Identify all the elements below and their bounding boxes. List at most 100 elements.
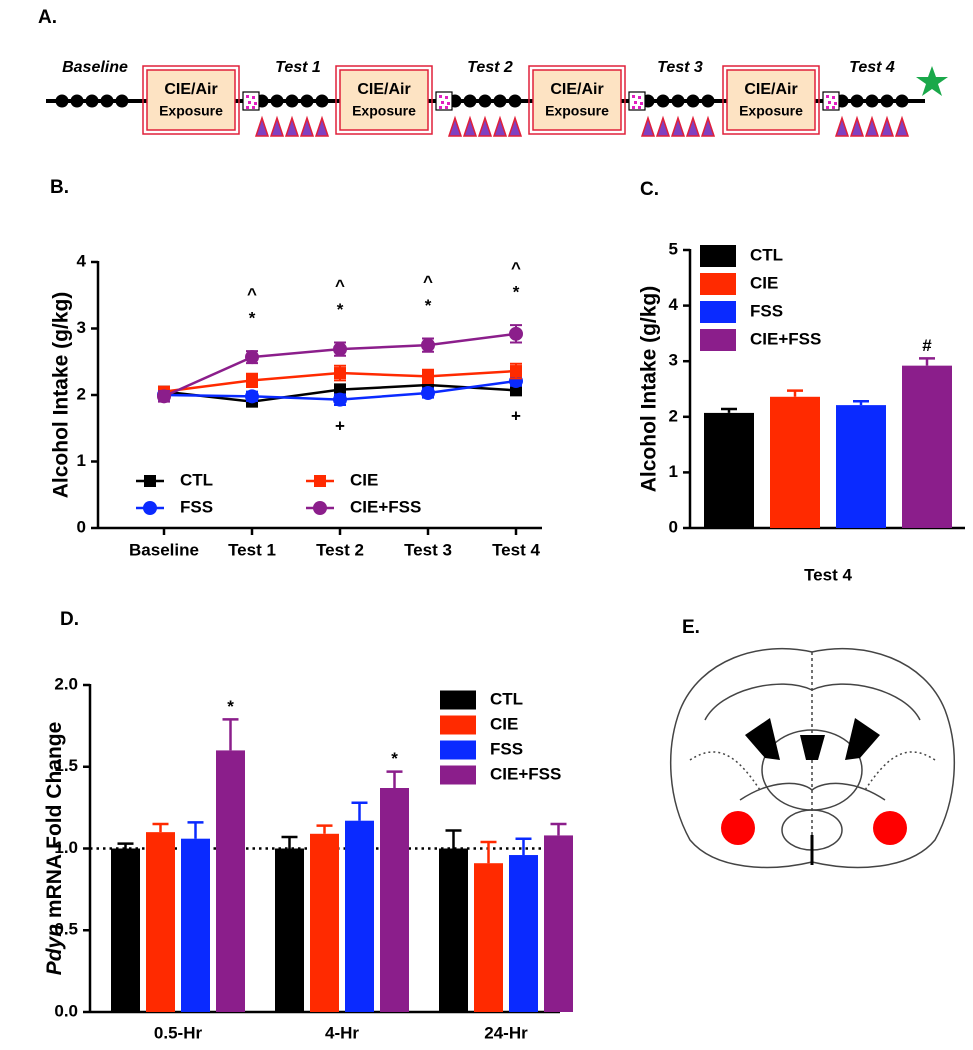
marker — [421, 338, 435, 353]
stress-dot — [828, 101, 831, 104]
legend-label: CIE — [750, 273, 778, 292]
legend-label: CIE+FSS — [350, 497, 421, 516]
bar — [380, 788, 409, 1012]
bar — [275, 848, 304, 1012]
marker — [245, 350, 259, 365]
legend-swatch — [440, 715, 476, 735]
y-axis-label-rest: mRNA Fold Change — [43, 722, 66, 924]
y-tick-label: 0.5 — [54, 920, 78, 939]
annotation: * — [513, 283, 520, 302]
bar — [836, 405, 886, 528]
error-bar — [152, 822, 169, 833]
legend-swatch — [700, 273, 736, 295]
marker — [334, 367, 346, 380]
error-bar — [919, 357, 935, 366]
stress-dot — [246, 95, 249, 98]
x-tick-label: Test 1 — [228, 540, 276, 559]
exposure-box — [335, 65, 433, 135]
legend-label: CTL — [490, 689, 523, 708]
triangle — [640, 115, 656, 137]
y-axis-label: Alcohol Intake (g/kg) — [50, 292, 73, 499]
stress-dot — [826, 95, 829, 98]
session-dot — [70, 94, 84, 108]
bar — [310, 833, 339, 1012]
exposure-box — [722, 65, 820, 135]
y-tick-label: 0 — [77, 517, 86, 536]
triangle — [849, 115, 865, 137]
bar — [111, 848, 140, 1012]
y-tick-label: 1 — [77, 451, 86, 470]
bar — [345, 820, 374, 1012]
phase-label: Test 4 — [849, 59, 895, 76]
legend-label: CIE — [350, 470, 378, 489]
triangle — [700, 115, 716, 137]
annotation: ^ — [247, 285, 257, 304]
exposure-box — [532, 69, 622, 131]
panel-label: B. — [50, 177, 69, 198]
legend-label: FSS — [750, 301, 783, 320]
stress-dot — [634, 101, 637, 104]
legend-swatch — [700, 301, 736, 323]
box-subtitle: Exposure — [545, 103, 609, 119]
triangle — [447, 115, 463, 137]
legend-label: CIE+FSS — [750, 329, 821, 348]
error-bar — [187, 821, 204, 839]
triangle — [492, 115, 508, 137]
session-dot — [895, 94, 909, 108]
stress-dot — [445, 96, 448, 99]
error-bar — [480, 840, 497, 864]
session-dot — [880, 94, 894, 108]
stress-dot — [441, 101, 444, 104]
legend-swatch — [440, 690, 476, 710]
box-subtitle: Exposure — [352, 103, 416, 119]
marker — [333, 342, 347, 357]
y-tick-label: 4 — [77, 251, 87, 270]
legend-label: CTL — [180, 470, 213, 489]
annotation: ^ — [423, 272, 433, 291]
session-dot — [85, 94, 99, 108]
y-axis-label: Alcohol Intake (g/kg) — [638, 286, 661, 493]
session-dot — [463, 94, 477, 108]
exposure-box — [146, 69, 236, 131]
annotation: + — [511, 406, 521, 425]
error-bar — [550, 822, 567, 836]
chart: Alcohol Intake (g/kg)0 1 2 3 4 Baseline Test 1… — [50, 251, 542, 559]
stress-dot — [447, 102, 450, 105]
legend-label: FSS — [180, 497, 213, 516]
triangle — [655, 115, 671, 137]
y-tick-label: 1.0 — [54, 838, 78, 857]
box-subtitle: Exposure — [739, 103, 803, 119]
legend-label: FSS — [490, 739, 523, 758]
legend-marker — [313, 501, 327, 515]
session-dot — [686, 94, 700, 108]
marker — [334, 383, 346, 396]
triangle — [894, 115, 910, 137]
marker — [333, 392, 347, 407]
bar — [902, 365, 952, 528]
exposure-box — [339, 69, 429, 131]
error-bar — [853, 399, 869, 406]
stress-dot — [254, 102, 257, 105]
error-bar — [787, 389, 803, 397]
annotation: # — [922, 336, 932, 355]
x-tick-label: 0.5-Hr — [154, 1023, 203, 1042]
triangle — [477, 115, 493, 137]
stress-dot — [834, 102, 837, 105]
session-dot — [865, 94, 879, 108]
legend-swatch — [440, 765, 476, 785]
error-bar — [316, 824, 333, 834]
session-dot — [478, 94, 492, 108]
legend-label: CTL — [750, 245, 783, 264]
stress-dot — [246, 106, 249, 109]
session-dot — [508, 94, 522, 108]
annotation: + — [335, 416, 345, 435]
y-tick-label: 4 — [669, 295, 679, 314]
y-tick-label: 2 — [77, 384, 86, 403]
triangle — [462, 115, 478, 137]
triangle — [685, 115, 701, 137]
phase-label: Test 1 — [275, 59, 321, 76]
session-dot — [115, 94, 129, 108]
y-tick-label: 3 — [669, 351, 678, 370]
legend-swatch — [700, 329, 736, 351]
session-dot — [701, 94, 715, 108]
